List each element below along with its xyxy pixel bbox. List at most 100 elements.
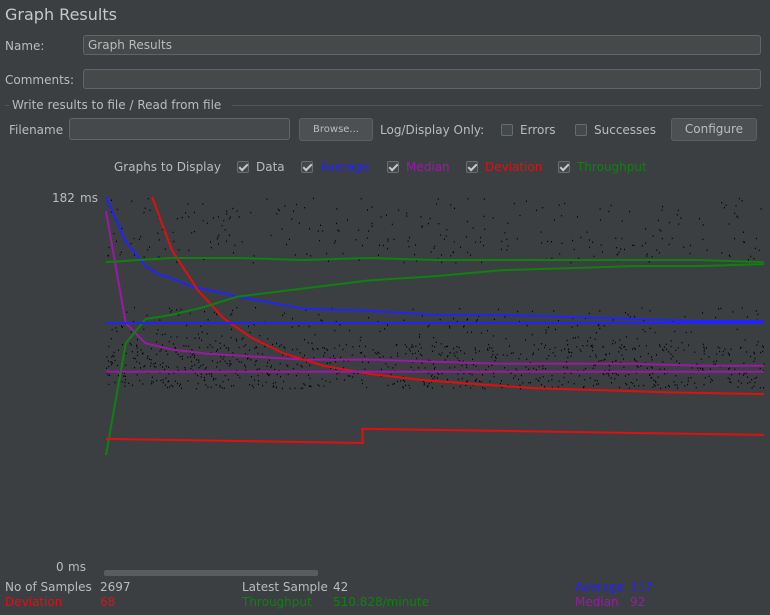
data-point <box>305 309 307 311</box>
data-point <box>649 373 651 376</box>
data-point <box>194 372 196 374</box>
data-point <box>434 346 436 348</box>
data-point <box>258 380 259 382</box>
data-point <box>580 350 582 353</box>
data-point <box>727 352 729 354</box>
data-point <box>655 381 657 384</box>
data-point <box>621 220 623 222</box>
data-point <box>223 355 225 358</box>
data-point <box>625 349 627 351</box>
data-point <box>623 346 625 348</box>
data-point <box>558 204 560 206</box>
data-point <box>446 345 447 348</box>
average-checkbox[interactable] <box>301 161 313 173</box>
data-point <box>645 228 647 230</box>
data-point <box>548 380 550 382</box>
data-point <box>243 345 245 348</box>
data-point <box>320 319 322 321</box>
data-point <box>453 251 455 253</box>
data-point <box>588 312 590 315</box>
data-point <box>619 346 621 349</box>
data-point <box>304 207 306 209</box>
successes-checkbox[interactable] <box>575 124 587 136</box>
data-point <box>492 354 494 356</box>
data-point <box>325 380 327 382</box>
data-point <box>256 368 258 371</box>
data-point <box>459 385 461 388</box>
data-point <box>452 317 454 320</box>
filename-input[interactable] <box>69 118 290 140</box>
data-point <box>610 204 612 207</box>
data-point <box>329 362 331 364</box>
throughput-checkbox[interactable] <box>558 161 570 173</box>
data-point <box>293 210 294 212</box>
comments-input[interactable] <box>83 69 761 89</box>
data-point <box>646 255 648 257</box>
data-point <box>169 307 171 310</box>
median-stat-label: Median <box>575 595 619 609</box>
data-point <box>415 345 417 347</box>
data-point <box>161 334 163 336</box>
data-point <box>427 385 429 387</box>
data-point <box>738 197 740 200</box>
name-input[interactable]: Graph Results <box>83 35 761 55</box>
data-point <box>674 384 676 386</box>
data-point <box>484 388 486 390</box>
data-point <box>709 368 711 370</box>
data-point <box>706 347 707 349</box>
data-point <box>465 364 467 366</box>
data-point <box>216 362 218 364</box>
data-point <box>352 346 354 348</box>
data-point <box>221 387 223 389</box>
data-point <box>596 380 598 382</box>
data-point <box>737 216 739 219</box>
data-point <box>736 215 738 217</box>
errors-checkbox[interactable] <box>501 124 513 136</box>
data-point <box>437 377 438 379</box>
data-point <box>155 366 157 368</box>
data-point <box>136 347 138 349</box>
data-point <box>362 244 363 247</box>
data-point <box>358 229 360 231</box>
data-point <box>266 372 268 374</box>
data-point <box>545 368 547 370</box>
data-point <box>569 351 571 354</box>
configure-button[interactable]: Configure <box>671 118 757 141</box>
data-point <box>604 358 606 360</box>
data-point <box>461 364 463 367</box>
data-point <box>222 380 224 383</box>
data-point <box>173 240 175 243</box>
data-point <box>266 198 268 200</box>
data-point <box>454 207 455 209</box>
data-point <box>681 342 683 344</box>
data-point <box>186 324 188 327</box>
data-point <box>532 352 534 354</box>
data-point <box>150 347 152 350</box>
median-checkbox[interactable] <box>387 161 399 173</box>
data-point <box>654 385 656 387</box>
data-point <box>544 346 546 349</box>
data-point <box>753 351 755 354</box>
data-point <box>251 384 253 387</box>
data-point <box>259 335 261 337</box>
browse-button[interactable]: Browse... <box>299 118 373 141</box>
data-point <box>651 377 653 379</box>
data-point <box>431 345 433 347</box>
data-point <box>421 225 423 227</box>
data-point <box>140 235 142 238</box>
data-point <box>380 216 382 218</box>
deviation-checkbox[interactable] <box>466 161 478 173</box>
horizontal-scrollbar[interactable] <box>104 570 318 576</box>
data-point <box>147 249 149 251</box>
data-point <box>248 325 249 328</box>
data-point <box>564 202 566 205</box>
data-point <box>625 336 627 338</box>
data-point <box>509 345 510 347</box>
data-point <box>342 252 344 255</box>
data-checkbox[interactable] <box>237 161 249 173</box>
data-point <box>216 350 217 352</box>
data-point <box>614 341 616 344</box>
data-point <box>323 347 325 349</box>
data-point <box>309 385 311 387</box>
data-point <box>506 238 508 241</box>
